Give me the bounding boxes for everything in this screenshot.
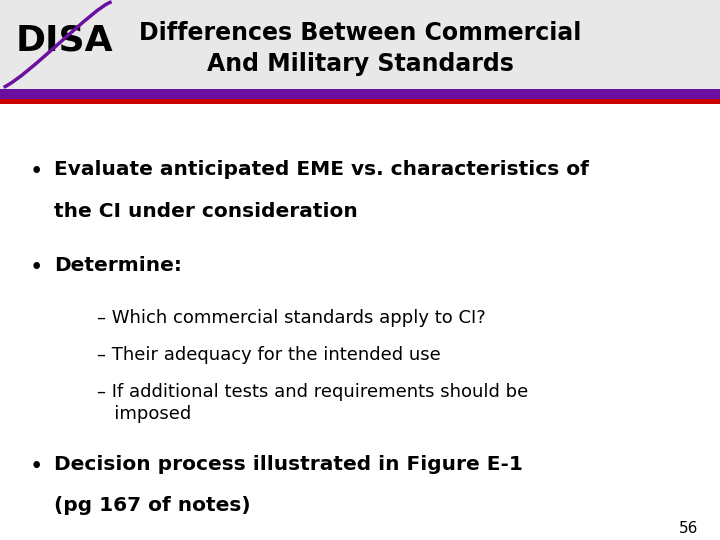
Text: imposed: imposed — [97, 405, 192, 423]
Text: Differences Between Commercial: Differences Between Commercial — [139, 21, 581, 45]
Text: Determine:: Determine: — [54, 256, 182, 275]
Text: the CI under consideration: the CI under consideration — [54, 202, 358, 221]
Text: – Their adequacy for the intended use: – Their adequacy for the intended use — [97, 346, 441, 364]
Text: •: • — [30, 455, 42, 478]
FancyBboxPatch shape — [0, 0, 720, 89]
Text: Decision process illustrated in Figure E-1: Decision process illustrated in Figure E… — [54, 455, 523, 474]
Text: DISA: DISA — [16, 23, 114, 57]
Text: •: • — [30, 160, 42, 184]
Text: Evaluate anticipated EME vs. characteristics of: Evaluate anticipated EME vs. characteris… — [54, 160, 589, 179]
FancyBboxPatch shape — [0, 89, 720, 99]
Text: – If additional tests and requirements should be: – If additional tests and requirements s… — [97, 383, 528, 401]
Text: (pg 167 of notes): (pg 167 of notes) — [54, 496, 251, 515]
Text: •: • — [30, 256, 42, 279]
FancyBboxPatch shape — [0, 99, 720, 104]
Text: – Which commercial standards apply to CI?: – Which commercial standards apply to CI… — [97, 309, 486, 327]
Text: 56: 56 — [679, 521, 698, 536]
Text: And Military Standards: And Military Standards — [207, 52, 513, 76]
